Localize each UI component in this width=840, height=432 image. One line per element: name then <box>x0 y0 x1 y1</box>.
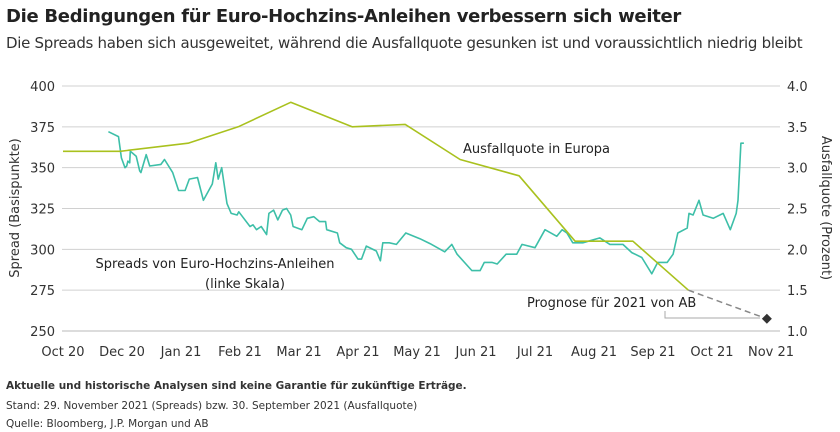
footer-source: Quelle: Bloomberg, J.P. Morgan und AB <box>6 418 209 430</box>
footer-stand: Stand: 29. November 2021 (Spreads) bzw. … <box>6 400 418 412</box>
y-left-tick-label: 250 <box>30 325 55 340</box>
forecast-marker <box>761 313 772 324</box>
x-tick-label: Feb 21 <box>218 345 262 360</box>
x-tick-label: Apr 21 <box>336 345 379 360</box>
y-right-tick-label: 2.0 <box>787 243 808 258</box>
x-tick-label: Sep 21 <box>630 345 675 360</box>
y-right-tick-label: 4.0 <box>787 80 808 95</box>
y-left-tick-label: 350 <box>30 162 55 177</box>
x-tick-label: Jan 21 <box>160 345 202 360</box>
x-tick-label: Aug 21 <box>571 345 617 360</box>
y-right-tick-label: 2.5 <box>787 203 808 218</box>
y-axis-right-label: Ausfallquote (Prozent) <box>818 136 833 280</box>
y-left-tick-label: 400 <box>30 80 55 95</box>
y-left-tick-label: 300 <box>30 243 55 258</box>
x-tick-label: Mar 21 <box>276 345 321 360</box>
y-right-tick-label: 3.5 <box>787 121 808 136</box>
y-axis-left-label: Spread (Basispunkte) <box>8 138 23 277</box>
y-left-tick-label: 375 <box>30 121 55 136</box>
spread-series-label: Spreads von Euro-Hochzins-Anleihen <box>96 257 335 272</box>
forecast-line <box>688 289 768 320</box>
forecast-leader-line <box>664 311 760 319</box>
y-left-tick-label: 275 <box>30 284 55 299</box>
x-tick-label: Jun 21 <box>455 345 497 360</box>
x-tick-label: Dec 20 <box>99 345 145 360</box>
chart-title: Die Bedingungen für Euro-Hochzins-Anleih… <box>6 6 681 27</box>
y-right-tick-label: 1.5 <box>787 284 808 299</box>
x-tick-label: May 21 <box>393 345 441 360</box>
x-tick-label: Oct 20 <box>41 345 84 360</box>
spread-series-sublabel: (linke Skala) <box>205 277 285 292</box>
y-right-tick-label: 3.0 <box>787 162 808 177</box>
default_rate-line <box>63 101 689 291</box>
y-left-tick-label: 325 <box>30 203 55 218</box>
forecast-label: Prognose für 2021 von AB <box>527 296 696 311</box>
y-right-tick-label: 1.0 <box>787 325 808 340</box>
x-tick-label: Nov 21 <box>748 345 794 360</box>
default-series-label: Ausfallquote in Europa <box>463 142 610 157</box>
x-tick-label: Oct 21 <box>690 345 733 360</box>
spread-line <box>108 130 744 275</box>
chart-subtitle: Die Spreads haben sich ausgeweitet, währ… <box>6 34 803 52</box>
footer-disclaimer: Aktuelle und historische Analysen sind k… <box>6 380 467 392</box>
x-tick-label: Jul 21 <box>516 345 553 360</box>
